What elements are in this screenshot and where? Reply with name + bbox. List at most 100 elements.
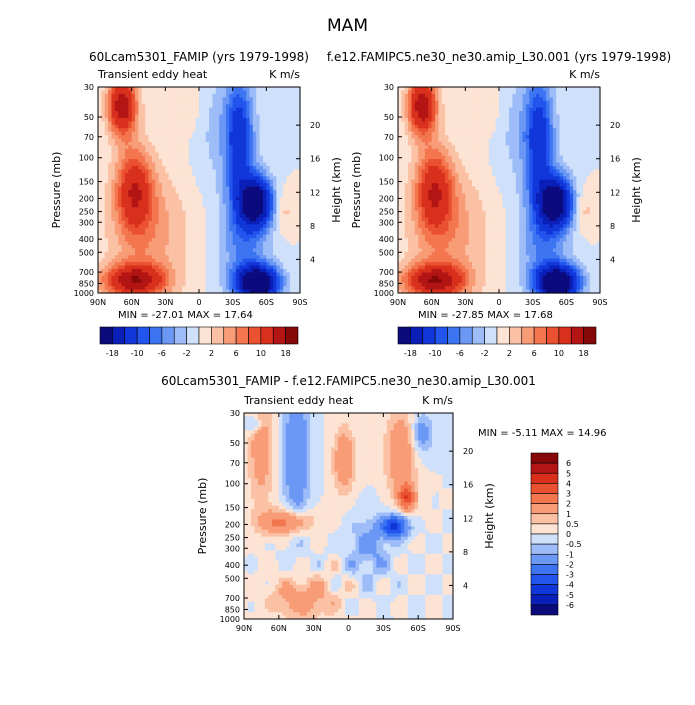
contour-cell [438,262,443,267]
contour-cell [269,155,274,160]
contour-cell [455,289,460,294]
contour-cell [175,224,180,229]
contour-cell [289,159,294,164]
y2-axis-title: Height (km) [330,157,343,223]
contour-cell [161,87,166,92]
contour-cell [192,87,197,92]
contour-cell [431,262,436,267]
contour-cell [124,231,129,236]
contour-cell [408,159,413,164]
contour-cell [199,258,203,263]
contour-cell [252,217,257,222]
contour-cell [118,207,123,212]
contour-cell [222,183,227,188]
contour-cell [408,124,413,129]
contour-cell [414,186,419,191]
contour-cell [239,289,244,294]
contour-cell [111,131,116,136]
contour-cell [262,231,267,236]
contour-cell [404,117,409,122]
contour-cell [114,248,119,253]
contour-cell [455,224,460,229]
contour-cell [461,272,466,277]
contour-cell [219,190,224,195]
contour-cell [418,203,423,208]
contour-cell [175,87,180,92]
contour-cell [259,121,264,126]
contour-cell [279,104,284,109]
contour-cell [151,210,156,215]
contour-cell [262,289,267,294]
contour-cell [121,114,126,119]
contour-cell [175,169,180,174]
contour-cell [441,172,446,177]
contour-cell [98,248,102,253]
contour-cell [441,87,446,92]
contour-cell [175,210,180,215]
contour-cell [98,111,102,116]
contour-cell [165,186,170,191]
contour-cell [161,279,166,284]
contour-cell [185,234,190,239]
contour-cell [145,114,150,119]
contour-cell [182,111,187,116]
contour-cell [296,196,301,201]
contour-cell [108,272,113,277]
contour-cell [411,155,416,160]
contour-cell [212,279,217,284]
contour-cell [165,248,170,253]
contour-cell [401,203,406,208]
contour-cell [296,138,301,143]
contour-cell [401,289,406,294]
contour-cell [455,210,460,215]
contour-cell [188,135,193,140]
contour-cell [256,128,261,133]
contour-cell [131,241,136,246]
contour-cell [111,255,116,260]
contour-cell [256,251,261,256]
contour-cell [98,117,102,122]
contour-cell [441,244,446,249]
contour-cell [128,214,133,219]
contour-cell [138,214,143,219]
contour-cell [205,275,210,280]
contour-cell [465,124,470,129]
contour-cell [279,248,284,253]
contour-cell [168,248,173,253]
contour-cell [398,190,402,195]
contour-cell [205,272,210,277]
contour-cell [414,272,419,277]
contour-cell [178,282,183,287]
contour-cell [111,176,116,181]
contour-cell [279,165,284,170]
contour-cell [296,124,301,129]
contour-cell [404,141,409,146]
contour-cell [138,207,143,212]
contour-cell [168,155,173,160]
contour-cell [293,258,298,263]
contour-cell [451,124,456,129]
contour-cell [424,176,429,181]
contour-cell [145,190,150,195]
contour-cell [448,186,453,191]
contour-cell [205,251,210,256]
contour-cell [246,217,251,222]
contour-cell [451,131,456,136]
contour-cell [178,286,183,291]
contour-cell [178,165,183,170]
contour-cell [418,104,423,109]
contour-cell [114,176,119,181]
contour-cell [249,135,254,140]
contour-cell [286,97,291,102]
contour-cell [286,152,291,157]
contour-cell [296,121,301,126]
contour-cell [195,138,200,143]
contour-cell [293,93,298,98]
contour-cell [232,200,237,205]
contour-cell [256,279,261,284]
contour-cell [468,148,473,153]
contour-cell [252,286,257,291]
contour-cell [148,238,153,243]
contour-cell [289,289,294,294]
contour-cell [165,200,170,205]
